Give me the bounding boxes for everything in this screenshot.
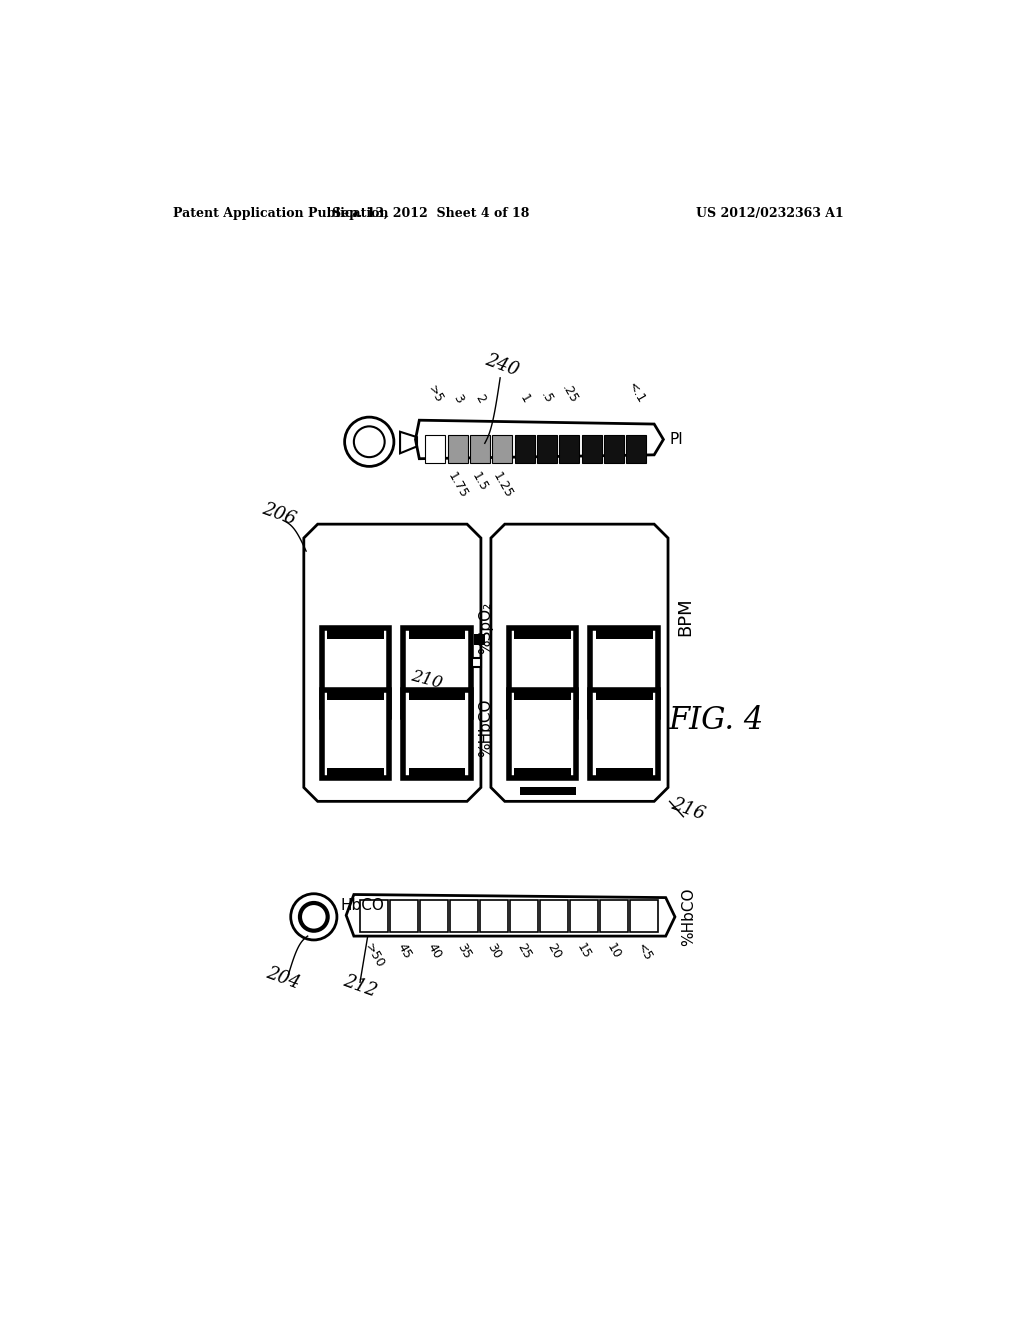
Text: Patent Application Publication: Patent Application Publication: [173, 207, 388, 220]
Text: %SpO₂: %SpO₂: [478, 602, 494, 655]
Text: 216: 216: [669, 795, 708, 824]
Text: 10: 10: [604, 941, 624, 962]
Bar: [596, 689, 652, 701]
Bar: [590, 689, 658, 779]
Bar: [541, 900, 568, 932]
Bar: [514, 706, 571, 717]
Bar: [509, 628, 577, 717]
Bar: [390, 900, 418, 932]
Bar: [631, 900, 658, 932]
Text: 3: 3: [451, 392, 465, 405]
Bar: [470, 434, 490, 462]
Bar: [515, 434, 535, 462]
Bar: [480, 900, 508, 932]
Bar: [596, 628, 652, 639]
Text: BPM: BPM: [676, 597, 694, 636]
Bar: [327, 689, 384, 701]
Text: 15: 15: [574, 941, 594, 962]
Bar: [447, 434, 468, 462]
Bar: [570, 900, 598, 932]
Bar: [627, 434, 646, 462]
Text: <5: <5: [634, 941, 654, 964]
Bar: [559, 434, 580, 462]
Text: 40: 40: [424, 941, 443, 962]
Bar: [322, 628, 389, 717]
Bar: [604, 434, 625, 462]
Bar: [420, 900, 447, 932]
Text: HbCO: HbCO: [341, 898, 385, 913]
Bar: [596, 768, 652, 779]
Bar: [327, 628, 384, 639]
Bar: [451, 900, 478, 932]
Text: 1: 1: [517, 392, 532, 405]
Text: PI: PI: [670, 432, 683, 447]
Bar: [322, 689, 389, 779]
Bar: [514, 628, 571, 639]
Text: .5: .5: [539, 388, 556, 405]
Text: .25: .25: [559, 381, 580, 405]
Text: 212: 212: [341, 972, 379, 1001]
Bar: [596, 706, 652, 717]
Bar: [360, 900, 388, 932]
Text: %HbCO: %HbCO: [681, 887, 696, 946]
Bar: [547, 788, 577, 795]
Bar: [327, 768, 384, 779]
Text: 2: 2: [472, 392, 487, 405]
Text: 1.5: 1.5: [470, 470, 490, 494]
Text: FIG. 4: FIG. 4: [668, 705, 763, 737]
Bar: [327, 706, 384, 717]
Bar: [409, 689, 466, 701]
Bar: [409, 706, 466, 717]
Text: 20: 20: [545, 941, 563, 962]
Text: 240: 240: [482, 350, 521, 379]
Bar: [472, 659, 481, 668]
Text: 45: 45: [394, 941, 414, 962]
Text: 30: 30: [484, 941, 504, 962]
Bar: [474, 635, 484, 645]
Bar: [493, 434, 512, 462]
Text: 210: 210: [410, 668, 444, 693]
Bar: [509, 689, 577, 779]
Bar: [403, 689, 471, 779]
Text: >50: >50: [361, 941, 386, 972]
Bar: [409, 628, 466, 639]
Text: 1.75: 1.75: [445, 470, 470, 500]
Bar: [514, 768, 571, 779]
Text: %HbCO: %HbCO: [478, 700, 494, 758]
Text: 1.25: 1.25: [489, 470, 515, 500]
Text: 204: 204: [264, 964, 302, 993]
Text: 206: 206: [260, 500, 298, 528]
Bar: [590, 628, 658, 717]
Bar: [582, 434, 602, 462]
Bar: [538, 434, 557, 462]
Bar: [403, 628, 471, 717]
Text: 35: 35: [455, 941, 473, 962]
Text: >5: >5: [425, 383, 445, 405]
Bar: [510, 900, 538, 932]
Bar: [600, 900, 628, 932]
Bar: [520, 788, 550, 795]
Bar: [409, 768, 466, 779]
Text: <.1: <.1: [626, 380, 647, 405]
Text: US 2012/0232363 A1: US 2012/0232363 A1: [695, 207, 844, 220]
Text: Sep. 13, 2012  Sheet 4 of 18: Sep. 13, 2012 Sheet 4 of 18: [332, 207, 529, 220]
Text: 25: 25: [514, 941, 534, 962]
Bar: [514, 689, 571, 701]
Bar: [425, 434, 445, 462]
